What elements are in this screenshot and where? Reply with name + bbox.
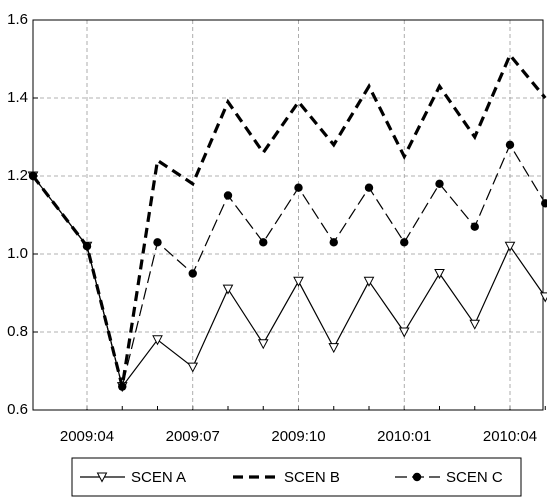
series-line [31, 52, 547, 387]
y-tick-label: 1.6 [7, 11, 28, 28]
x-tick-label: 2009:07 [166, 428, 220, 445]
y-tick-label: 0.8 [7, 323, 28, 340]
marker [187, 362, 199, 373]
legend-marker [96, 472, 108, 483]
marker [469, 319, 481, 330]
marker [541, 199, 547, 208]
legend-box [71, 457, 522, 497]
legend-label: SCEN B [284, 469, 340, 486]
marker [363, 276, 375, 287]
marker [470, 222, 479, 231]
y-tick-label: 1.0 [7, 245, 28, 262]
marker [435, 179, 444, 188]
marker [504, 241, 516, 252]
marker [259, 238, 268, 247]
marker [223, 191, 233, 200]
marker [505, 140, 515, 149]
plot-area [33, 20, 543, 410]
marker [82, 242, 92, 251]
plot-frame [32, 19, 544, 411]
marker [188, 269, 197, 278]
marker [118, 382, 127, 391]
marker [398, 327, 410, 338]
legend-label: SCEN C [446, 469, 503, 486]
x-tick-label: 2009:10 [271, 428, 325, 445]
marker [293, 276, 304, 287]
legend-marker [412, 472, 422, 482]
y-tick-label: 1.4 [7, 89, 28, 106]
marker [329, 238, 338, 247]
marker [434, 269, 445, 280]
marker [364, 183, 374, 192]
marker [294, 183, 303, 192]
y-tick-label: 1.2 [7, 167, 28, 184]
marker [257, 339, 269, 350]
marker [328, 343, 340, 354]
marker [400, 238, 409, 247]
x-tick-label: 2010:04 [483, 428, 537, 445]
legend-label: SCEN A [131, 469, 186, 486]
marker [153, 238, 162, 247]
marker [539, 292, 547, 303]
x-tick-label: 2009:04 [60, 428, 114, 445]
marker [152, 335, 163, 346]
marker [28, 171, 38, 181]
marker [222, 284, 234, 295]
x-tick-label: 2010:01 [377, 428, 431, 445]
y-tick-label: 0.6 [7, 401, 28, 418]
